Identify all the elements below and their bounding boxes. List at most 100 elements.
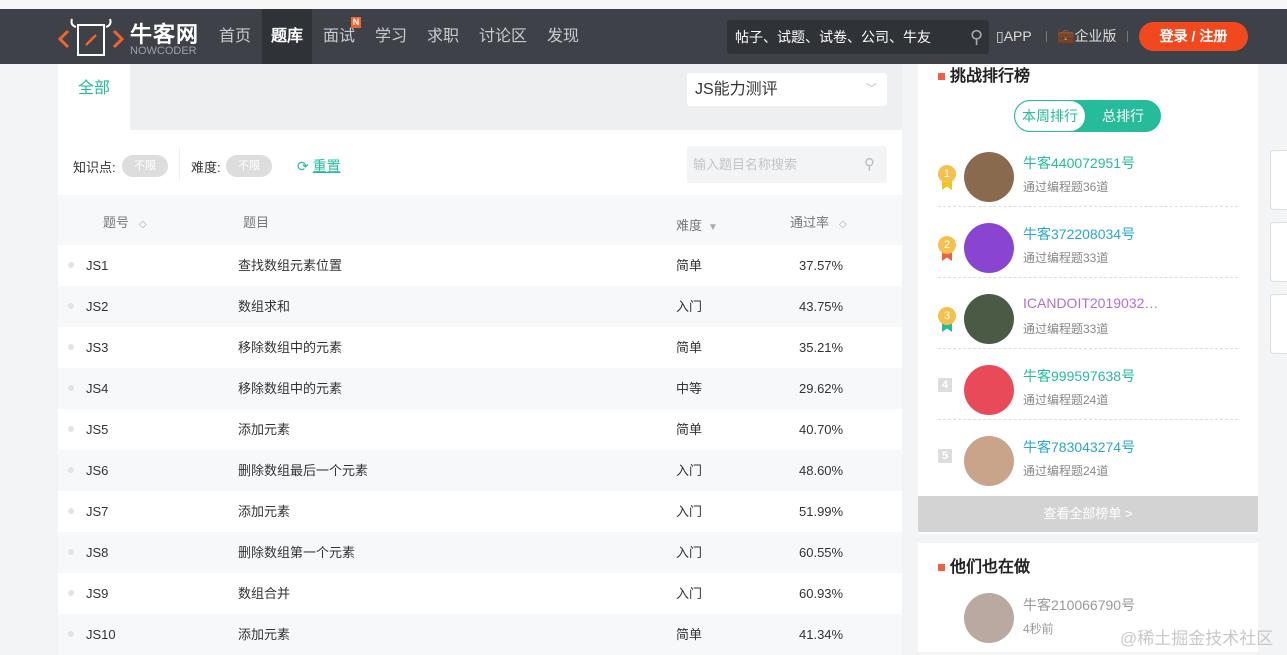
difficulty-filter[interactable]: 不限 [226,155,272,177]
table-row[interactable]: JS7 添加元素 入门 51.99% [58,491,902,532]
question-title[interactable]: 添加元素 [238,422,291,437]
avatar[interactable] [964,152,1014,202]
question-title[interactable]: 移除数组中的元素 [238,340,343,355]
caret-down-icon: ▼ [708,222,718,233]
question-title[interactable]: 数组合并 [238,586,291,601]
status-dot [68,262,74,268]
leaderboard-entry[interactable]: 1 牛客440072951号 通过编程题36道 [918,135,1258,207]
col-pass-rate[interactable]: 通过率 ◇ [790,215,847,230]
also-doing-panel: 他们也在做 牛客210066790号 4秒前 [918,543,1258,652]
question-id: JS10 [86,627,116,642]
avatar[interactable] [964,365,1014,415]
user-name[interactable]: 牛客372208034号 [1023,226,1136,242]
question-difficulty: 入门 [676,463,703,478]
question-title[interactable]: 查找数组元素位置 [238,258,343,273]
status-dot [68,549,74,555]
question-id: JS2 [86,299,109,314]
nav-discover[interactable]: 发现 [547,28,580,45]
avatar[interactable] [964,593,1014,643]
nav-home[interactable]: 首页 [219,28,252,45]
logo-subtext: NOWCODER [130,45,197,57]
avatar[interactable] [964,223,1014,273]
table-row[interactable]: JS5 添加元素 简单 40.70% [58,409,902,450]
test-select[interactable]: JS能力测评 ﹀ [687,73,887,106]
difficulty-label: 难度: [191,160,221,175]
nav-discuss[interactable]: 讨论区 [479,28,528,45]
rank-number: 4 [938,378,952,392]
knowledge-filter[interactable]: 不限 [122,155,168,177]
user-name[interactable]: 牛客440072951号 [1023,155,1136,171]
table-row[interactable]: JS10 添加元素 简单 41.34% [58,614,902,655]
question-id: JS5 [86,422,109,437]
nav-jobs[interactable]: 求职 [427,28,460,45]
leaderboard-entry[interactable]: 5 牛客783043274号 通过编程题24道 [918,419,1258,490]
rank-number: 5 [938,449,952,463]
question-title[interactable]: 添加元素 [238,504,291,519]
col-difficulty[interactable]: 难度 ▼ [676,218,718,233]
table-row[interactable]: JS2 数组求和 入门 43.75% [58,286,902,327]
tab-all[interactable]: 全部 [58,64,130,130]
divider [179,148,180,180]
medal-icon: 1 [938,165,956,183]
table-row[interactable]: JS8 删除数组第一个元素 入门 60.55% [58,532,902,573]
status-dot [68,303,74,309]
search-icon[interactable]: ⚲ [864,156,875,173]
login-register-button[interactable]: 登录 / 注册 [1139,22,1248,51]
avatar[interactable] [964,294,1014,344]
question-id: JS4 [86,381,109,396]
view-all-button[interactable]: 查看全部榜单 > [918,496,1258,532]
refresh-icon: ⟳ [297,158,313,174]
table-row[interactable]: JS9 数组合并 入门 60.93% [58,573,902,614]
right-edge-tabs [1270,150,1287,440]
question-rows: JS1 查找数组元素位置 简单 37.57% JS2 数组求和 入门 43.75… [58,245,902,655]
question-id: JS1 [86,258,109,273]
question-pass-rate: 48.60% [799,463,844,478]
reset-button[interactable]: ⟳ 重置 [297,158,341,174]
enterprise-link[interactable]: 💼企业版 [1057,28,1117,44]
question-title[interactable]: 添加元素 [238,627,291,642]
site-search-input[interactable]: 帖子、试题、试卷、公司、牛友 ⚲ [727,20,989,54]
question-title[interactable]: 移除数组中的元素 [238,381,343,396]
question-id: JS6 [86,463,109,478]
question-difficulty: 简单 [676,258,703,273]
tab-total[interactable]: 总排行 [1102,108,1144,124]
solved-count: 通过编程题36道 [1023,180,1109,194]
table-row[interactable]: JS1 查找数组元素位置 简单 37.57% [58,245,902,286]
tab-weekly[interactable]: 本周排行 [1015,101,1085,131]
table-row[interactable]: JS4 移除数组中的元素 中等 29.62% [58,368,902,409]
ranking-toggle[interactable]: 本周排行 总排行 [1014,100,1161,132]
search-icon[interactable]: ⚲ [969,27,983,47]
solved-count: 通过编程题24道 [1023,393,1109,407]
leaderboard-entry[interactable]: 2 牛客372208034号 通过编程题33道 [918,206,1258,278]
divider [938,419,1238,420]
table-row[interactable]: JS6 删除数组最后一个元素 入门 48.60% [58,450,902,491]
user-name[interactable]: ICANDOIT2019032… [1023,295,1159,311]
question-search-input[interactable]: 输入题目名称搜索 ⚲ [687,146,887,183]
question-pass-rate: 29.62% [799,381,844,396]
question-difficulty: 入门 [676,504,703,519]
logo[interactable]: 牛客网 NOWCODER [57,15,208,59]
nav-learn[interactable]: 学习 [375,28,408,45]
user-name[interactable]: 牛客210066790号 [1023,597,1136,613]
question-pass-rate: 35.21% [799,340,844,355]
status-dot [68,631,74,637]
avatar[interactable] [964,436,1014,486]
leaderboard-entry[interactable]: 4 牛客999597638号 通过编程题24道 [918,348,1258,420]
status-dot [68,590,74,596]
nav-question-bank[interactable]: 题库 [262,9,313,64]
divider [938,206,1238,207]
question-title[interactable]: 数组求和 [238,299,291,314]
question-title[interactable]: 删除数组第一个元素 [238,545,356,560]
question-difficulty: 简单 [676,627,703,642]
table-row[interactable]: JS3 移除数组中的元素 简单 35.21% [58,327,902,368]
leaderboard-entry[interactable]: 3 ICANDOIT2019032… 通过编程题33道 [918,277,1258,349]
app-link[interactable]: ▯APP [996,28,1032,44]
col-id[interactable]: 题号 ◇ [103,215,147,230]
question-difficulty: 简单 [676,340,703,355]
divider [1127,31,1128,42]
logo-text: 牛客网 [130,22,200,47]
nav-interview[interactable]: 面试 N [323,17,362,45]
question-title[interactable]: 删除数组最后一个元素 [238,463,369,478]
user-name[interactable]: 牛客783043274号 [1023,439,1136,455]
user-name[interactable]: 牛客999597638号 [1023,368,1136,384]
